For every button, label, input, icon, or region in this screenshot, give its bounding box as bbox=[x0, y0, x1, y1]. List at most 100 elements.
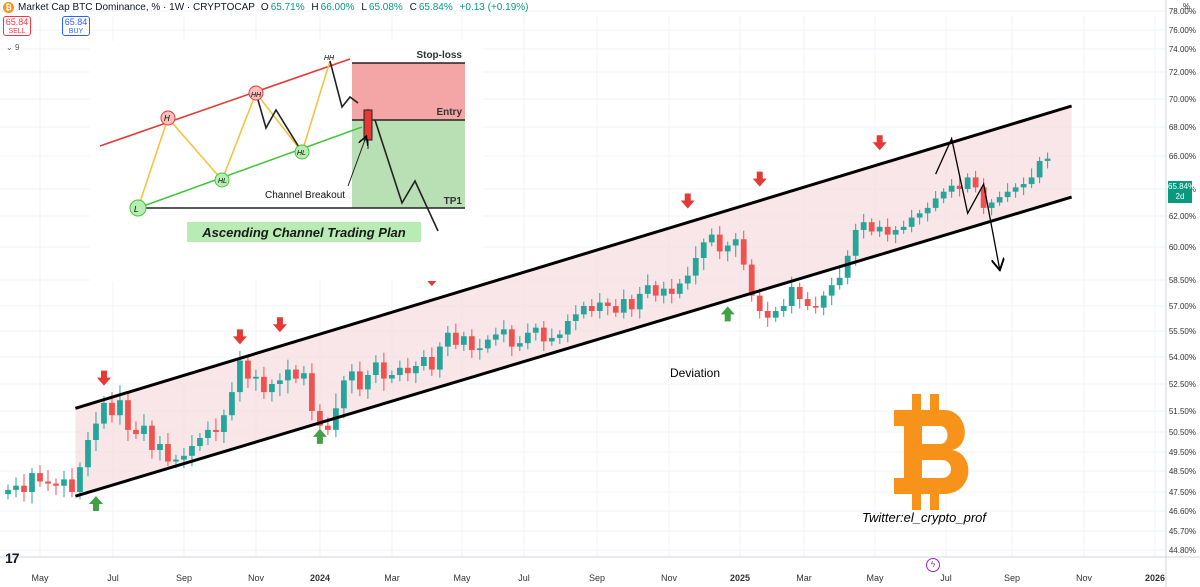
time-tick-label: Nov bbox=[1076, 573, 1093, 583]
candle-body bbox=[1044, 158, 1051, 161]
projection-path bbox=[935, 136, 1000, 269]
channel-fill bbox=[75, 106, 1072, 497]
price-tick-label: 51.50% bbox=[1169, 407, 1196, 416]
candle-body bbox=[668, 288, 675, 294]
candle-body bbox=[173, 459, 179, 462]
price-tick-label: 47.50% bbox=[1169, 488, 1196, 497]
stop-loss-label: Stop-loss bbox=[416, 50, 462, 61]
candle-body bbox=[269, 384, 275, 393]
time-tick-label: May bbox=[453, 573, 471, 583]
time-tick-label: Nov bbox=[248, 573, 265, 583]
change-value: +0.13 (+0.19%) bbox=[459, 1, 529, 13]
sell-button[interactable]: 65.84 SELL bbox=[3, 16, 31, 36]
candle-body bbox=[540, 327, 547, 342]
candle-body bbox=[988, 202, 995, 208]
candle-body bbox=[724, 245, 731, 252]
candle-body bbox=[676, 283, 683, 294]
tp1-label: TP1 bbox=[444, 196, 463, 207]
candle-body bbox=[245, 360, 251, 379]
candle-body bbox=[189, 446, 195, 456]
time-tick-label: Jul bbox=[518, 573, 530, 583]
flash-icon[interactable]: ϟ bbox=[926, 558, 940, 572]
buy-button[interactable]: 65.84 BUY bbox=[62, 16, 90, 36]
candle-body bbox=[277, 380, 283, 384]
candle-body bbox=[628, 299, 635, 310]
candle-body bbox=[53, 483, 59, 486]
indicator-toggle[interactable]: ⌄ 9 bbox=[6, 43, 20, 52]
pivot-low bbox=[129, 199, 147, 217]
candle-body bbox=[349, 371, 355, 381]
candle-body bbox=[61, 479, 67, 486]
candle-body bbox=[125, 400, 131, 430]
candle-body bbox=[77, 467, 83, 492]
candle-body bbox=[317, 411, 323, 426]
price-tick-label: 66.00% bbox=[1169, 152, 1196, 161]
candle-body bbox=[860, 222, 867, 230]
candle-body bbox=[956, 185, 963, 189]
candle-body bbox=[197, 438, 203, 446]
time-tick-label: Sep bbox=[176, 573, 192, 583]
candle-body bbox=[524, 332, 531, 344]
candle-body bbox=[388, 375, 395, 379]
plan-swing-path bbox=[137, 60, 331, 209]
candle-body bbox=[756, 295, 763, 311]
bitcoin-logo-icon: ₿ bbox=[3, 1, 14, 13]
candle-body bbox=[301, 373, 307, 379]
candle-body bbox=[45, 481, 51, 484]
percent-label: % bbox=[1182, 2, 1190, 11]
candle-body bbox=[341, 380, 347, 409]
plan-drop-path bbox=[329, 60, 359, 109]
candle-body bbox=[916, 213, 923, 218]
trading-plan-inset: L H HL HH HL HH Stop-loss Entry TP1 Chan… bbox=[90, 41, 483, 281]
candle-body bbox=[716, 234, 723, 252]
candle-body bbox=[37, 473, 43, 482]
candle-body bbox=[484, 339, 491, 349]
candle-body bbox=[564, 321, 571, 335]
candle-body bbox=[684, 275, 691, 284]
candle-body bbox=[900, 226, 907, 230]
candle-body bbox=[1028, 177, 1035, 185]
candle-body bbox=[356, 371, 363, 390]
candle-body bbox=[732, 239, 739, 246]
candle-body bbox=[181, 455, 187, 460]
pivot-label-hl-1: HL bbox=[218, 178, 227, 185]
price-tick-label: 54.00% bbox=[1169, 353, 1196, 362]
candle-body bbox=[516, 343, 523, 347]
candle-body bbox=[924, 207, 931, 214]
time-tick-label: Jul bbox=[940, 573, 952, 583]
channel-lower-line bbox=[74, 195, 1073, 498]
up-arrow-icon bbox=[720, 306, 735, 322]
price-tick-label: 78.00% bbox=[1169, 7, 1196, 16]
candle-body bbox=[828, 285, 835, 296]
tradingview-logo-icon[interactable]: 17 bbox=[5, 550, 20, 566]
symbol-title[interactable]: Market Cap BTC Dominance, % · 1W · CRYPT… bbox=[18, 1, 255, 13]
candle-body bbox=[820, 295, 827, 308]
pivot-label-hh-2: HH bbox=[324, 55, 335, 62]
candle-body bbox=[476, 348, 483, 351]
candle-body bbox=[5, 489, 11, 495]
price-tick-label: 57.00% bbox=[1169, 302, 1196, 311]
candle-body bbox=[700, 242, 707, 258]
price-tick-label: 46.60% bbox=[1169, 507, 1196, 516]
candle-body bbox=[660, 288, 667, 296]
up-arrow-icon bbox=[88, 496, 103, 512]
price-axis[interactable]: 78.00% 76.00% 74.00% 72.00% 70.00% 68.00% 66.0… bbox=[1169, 7, 1196, 555]
ohlc-values: O 65.71% H 66.00% L 65.08% C 65.84% +0.13 (+… bbox=[260, 1, 529, 13]
twitter-handle: Twitter:el_crypto_prof bbox=[862, 510, 987, 525]
candle-body bbox=[13, 485, 19, 490]
price-tick-label: 76.00% bbox=[1169, 26, 1196, 35]
candle-body bbox=[996, 197, 1003, 203]
candle-body bbox=[237, 360, 243, 393]
time-tick-label: May bbox=[866, 573, 884, 583]
down-arrow-icon bbox=[752, 171, 767, 187]
price-tick-label: 74.00% bbox=[1169, 45, 1196, 54]
candle-body bbox=[293, 369, 299, 379]
time-axis[interactable]: May Jul Sep Nov 2024 Mar May Jul Sep Nov 2025 Mar Ma… bbox=[31, 573, 1165, 583]
time-tick-label: May bbox=[31, 573, 49, 583]
time-tick-label: Jul bbox=[107, 573, 119, 583]
candle-body bbox=[21, 485, 27, 492]
candle-body bbox=[532, 327, 539, 333]
time-tick-label: Sep bbox=[589, 573, 605, 583]
pivot-label-h: H bbox=[164, 114, 170, 123]
